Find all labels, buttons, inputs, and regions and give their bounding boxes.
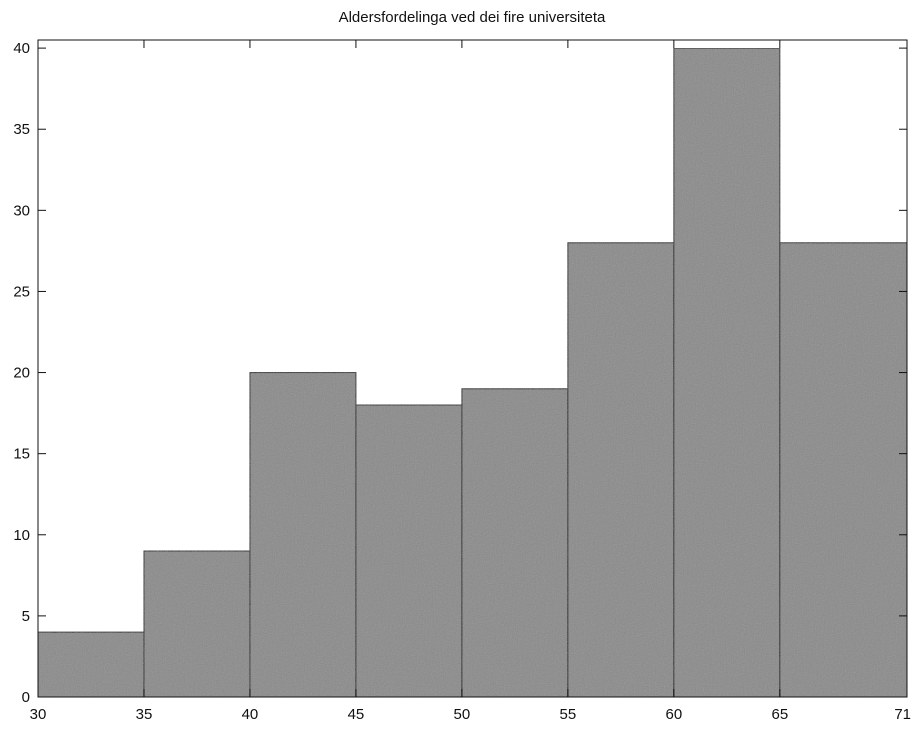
x-axis-ticks: 30 35 40 45 50 55 60 65 71 [30,40,911,723]
y-tick-label: 30 [13,202,30,219]
x-tick-label: 45 [348,706,365,723]
bars-layer [37,47,908,698]
x-tick-label: 35 [136,706,153,723]
histogram-bar-7 [673,47,781,698]
y-tick-label: 10 [13,527,30,544]
chart-title: Aldersfordelinga ved dei fire universite… [339,9,606,26]
histogram-bar-4 [355,404,463,698]
y-tick-label: 40 [13,40,30,57]
y-axis-ticks: 0 5 10 15 20 25 30 35 40 [13,40,907,706]
y-tick-label: 0 [22,689,30,706]
histogram-bar-8 [779,242,908,698]
x-tick-label: 50 [454,706,471,723]
histogram-bar-1 [37,631,145,698]
histogram-bar-6 [567,242,675,698]
y-tick-label: 20 [13,365,30,382]
axes-layer [37,39,908,698]
y-tick-label: 25 [13,283,30,300]
y-tick-label: 15 [13,446,30,463]
x-tick-label: 30 [30,706,47,723]
x-tick-label: 60 [666,706,683,723]
histogram-bar-3 [249,372,357,698]
y-tick-label: 5 [22,608,30,625]
x-tick-label: 40 [242,706,259,723]
plot-frame [37,39,908,698]
y-tick-label: 35 [13,121,30,138]
histogram-bar-2 [143,550,251,698]
x-tick-label: 71 [894,706,911,723]
x-tick-label: 55 [560,706,577,723]
histogram-bar-5 [461,388,569,698]
x-tick-label: 65 [771,706,788,723]
